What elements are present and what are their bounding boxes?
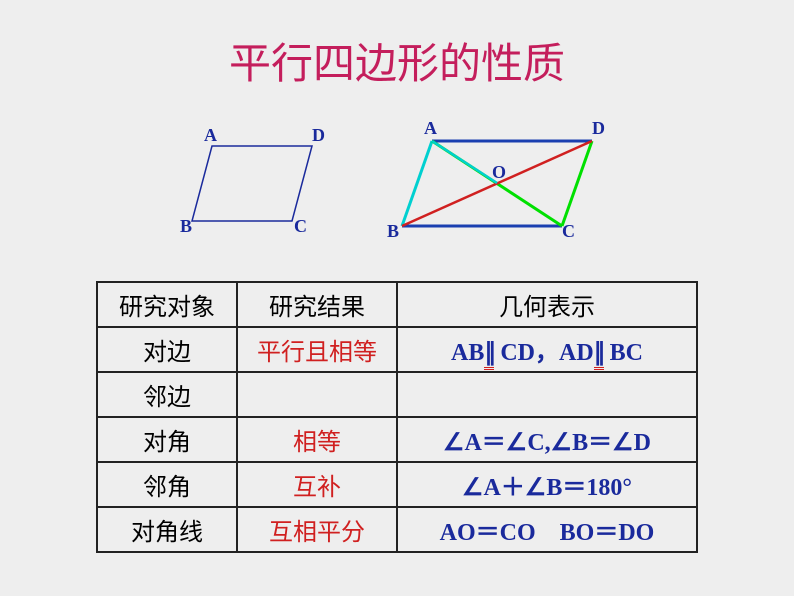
table-header-row: 研究对象 研究结果 几何表示 <box>97 282 697 327</box>
vertex-c2-label: C <box>562 221 575 242</box>
row-result: 互相平分 <box>237 507 397 552</box>
header-result: 研究结果 <box>237 282 397 327</box>
row-obj: 对角线 <box>97 507 237 552</box>
vertex-a2-label: A <box>424 118 437 139</box>
header-geom: 几何表示 <box>397 282 697 327</box>
diagram-left: A D B C <box>182 131 332 241</box>
properties-table: 研究对象 研究结果 几何表示 对边 平行且相等 AB∥ CD，AD∥ BC 邻边… <box>96 281 698 553</box>
row-obj: 对边 <box>97 327 237 372</box>
row-geom: AB∥ CD，AD∥ BC <box>397 327 697 372</box>
row-obj: 对角 <box>97 417 237 462</box>
vertex-b2-label: B <box>387 221 399 242</box>
vertex-a-label: A <box>204 125 217 146</box>
vertex-c-label: C <box>294 216 307 237</box>
vertex-b-label: B <box>180 216 192 237</box>
row-result: 平行且相等 <box>237 327 397 372</box>
vertex-d2-label: D <box>592 118 605 139</box>
row-geom: ∠A＝∠C,∠B＝∠D <box>397 417 697 462</box>
table-row: 对边 平行且相等 AB∥ CD，AD∥ BC <box>97 327 697 372</box>
table-row: 对角线 互相平分 AO＝CO BO＝DO <box>97 507 697 552</box>
header-object: 研究对象 <box>97 282 237 327</box>
table-row: 邻角 互补 ∠A＋∠B＝180° <box>97 462 697 507</box>
row-geom <box>397 372 697 417</box>
vertex-d-label: D <box>312 125 325 146</box>
row-result: 相等 <box>237 417 397 462</box>
vertex-o-label: O <box>492 162 506 183</box>
diagrams-row: A D B C A D B C O <box>0 111 794 261</box>
row-geom: AO＝CO BO＝DO <box>397 507 697 552</box>
table-row: 对角 相等 ∠A＝∠C,∠B＝∠D <box>97 417 697 462</box>
table-row: 邻边 <box>97 372 697 417</box>
row-geom: ∠A＋∠B＝180° <box>397 462 697 507</box>
row-obj: 邻边 <box>97 372 237 417</box>
row-result <box>237 372 397 417</box>
page-title: 平行四边形的性质 <box>0 0 794 91</box>
row-result: 互补 <box>237 462 397 507</box>
diagram-right: A D B C O <box>392 126 612 246</box>
row-obj: 邻角 <box>97 462 237 507</box>
